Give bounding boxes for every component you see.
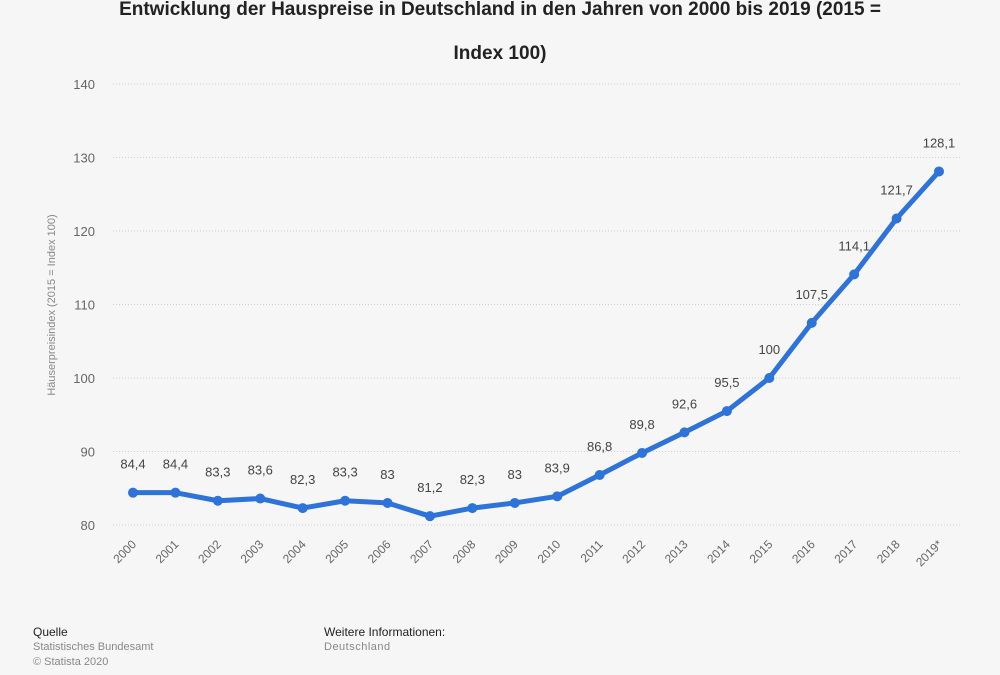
data-point[interactable] [934, 166, 944, 177]
data-label: 84,4 [163, 457, 188, 472]
x-tick-label: 2006 [365, 537, 394, 566]
source-heading: Quelle [33, 625, 68, 639]
data-label: 121,7 [880, 183, 913, 198]
x-tick-label: 2008 [450, 537, 479, 566]
data-point[interactable] [764, 373, 775, 383]
data-point[interactable] [806, 317, 817, 328]
y-tick-label: 100 [73, 371, 95, 386]
line-chart: 80 90 100 110 120 130 140 Häuserpreisindex (20… [46, 77, 960, 569]
source-name: Statistisches Bundesamt [33, 641, 154, 653]
data-point[interactable] [424, 511, 435, 522]
y-tick-label: 110 [74, 298, 95, 313]
data-point[interactable] [509, 497, 520, 508]
data-labels: 84,4 84,4 83,3 83,6 82,3 83,3 83 81,2 82,3 83 83,9… [120, 135, 955, 495]
data-point[interactable] [382, 497, 393, 508]
data-point[interactable] [679, 427, 690, 438]
data-point[interactable] [255, 493, 266, 504]
gridlines [113, 83, 960, 526]
y-axis-label: Häuserpreisindex (2015 = Index 100) [46, 214, 58, 395]
data-point[interactable] [552, 491, 563, 502]
data-label: 114,1 [838, 238, 870, 253]
x-tick-label: 2014 [704, 537, 733, 566]
data-label: 83,3 [332, 465, 357, 480]
y-tick-label: 140 [73, 77, 95, 92]
y-tick-label: 120 [73, 224, 95, 239]
data-label: 83 [380, 467, 394, 482]
data-label: 86,8 [587, 439, 612, 454]
x-tick-label: 2000 [110, 537, 139, 566]
x-tick-label: 2019* [913, 537, 945, 569]
x-tick-label: 2016 [789, 537, 818, 566]
x-tick-label: 2017 [831, 537, 860, 566]
data-label: 89,8 [629, 417, 654, 432]
data-point[interactable] [637, 447, 648, 458]
data-label: 128,1 [923, 135, 956, 150]
data-label: 95,5 [714, 375, 739, 390]
data-label: 81,2 [417, 480, 442, 495]
chart-title: Entwicklung der Hauspreise in Deutschlan… [0, 0, 1000, 76]
data-label: 107,5 [795, 287, 828, 302]
data-label: 84,4 [120, 457, 145, 472]
data-points [128, 166, 944, 522]
x-tick-label: 2003 [238, 537, 267, 566]
y-tick-label: 80 [81, 518, 95, 533]
x-tick-label: 2002 [195, 537, 224, 566]
data-label: 83 [508, 467, 522, 482]
series-line [130, 168, 942, 519]
data-point[interactable] [212, 495, 223, 506]
x-tick-label: 2005 [322, 537, 351, 566]
source-block: Quelle Statistisches Bundesamt © Statist… [33, 625, 153, 670]
data-label: 83,6 [248, 463, 273, 478]
x-tick-label: 2015 [747, 537, 776, 566]
data-point[interactable] [340, 495, 351, 506]
y-tick-label: 90 [81, 445, 95, 460]
x-tick-label: 2018 [874, 537, 903, 566]
x-tick-label: 2010 [535, 537, 564, 566]
data-label: 83,3 [205, 465, 230, 480]
x-tick-label: 2012 [619, 537, 648, 566]
data-point[interactable] [170, 487, 181, 498]
data-point[interactable] [297, 503, 308, 514]
data-point[interactable] [128, 487, 138, 498]
y-tick-label: 130 [73, 151, 95, 166]
x-axis-ticks: 2000 2001 2002 2003 2004 2005 2006 2007 2008 2009… [110, 537, 945, 569]
x-tick-label: 2009 [492, 537, 521, 566]
info-link[interactable]: Deutschland [324, 641, 391, 653]
data-label: 83,9 [545, 460, 570, 475]
info-heading: Weitere Informationen: [324, 625, 446, 639]
copyright: © Statista 2020 [33, 656, 109, 668]
data-point[interactable] [891, 213, 902, 224]
data-label: 92,6 [672, 396, 697, 411]
x-tick-label: 2011 [578, 537, 606, 565]
data-label: 82,3 [290, 472, 315, 487]
data-label: 82,3 [460, 472, 485, 487]
chart-title-line-2: Index 100) [453, 43, 547, 64]
data-point[interactable] [721, 406, 732, 417]
x-tick-label: 2007 [407, 537, 436, 566]
x-tick-label: 2001 [153, 537, 182, 566]
data-point[interactable] [467, 503, 478, 514]
chart-title-line-1: Entwicklung der Hauspreise in Deutschlan… [119, 0, 881, 20]
info-block: Weitere Informationen: Deutschland [324, 625, 445, 655]
data-point[interactable] [849, 269, 860, 280]
x-tick-label: 2004 [280, 537, 309, 566]
x-tick-label: 2013 [662, 537, 691, 566]
data-point[interactable] [594, 470, 605, 481]
data-label: 100 [758, 342, 780, 357]
y-axis-ticks: 80 90 100 110 120 130 140 [73, 77, 95, 533]
